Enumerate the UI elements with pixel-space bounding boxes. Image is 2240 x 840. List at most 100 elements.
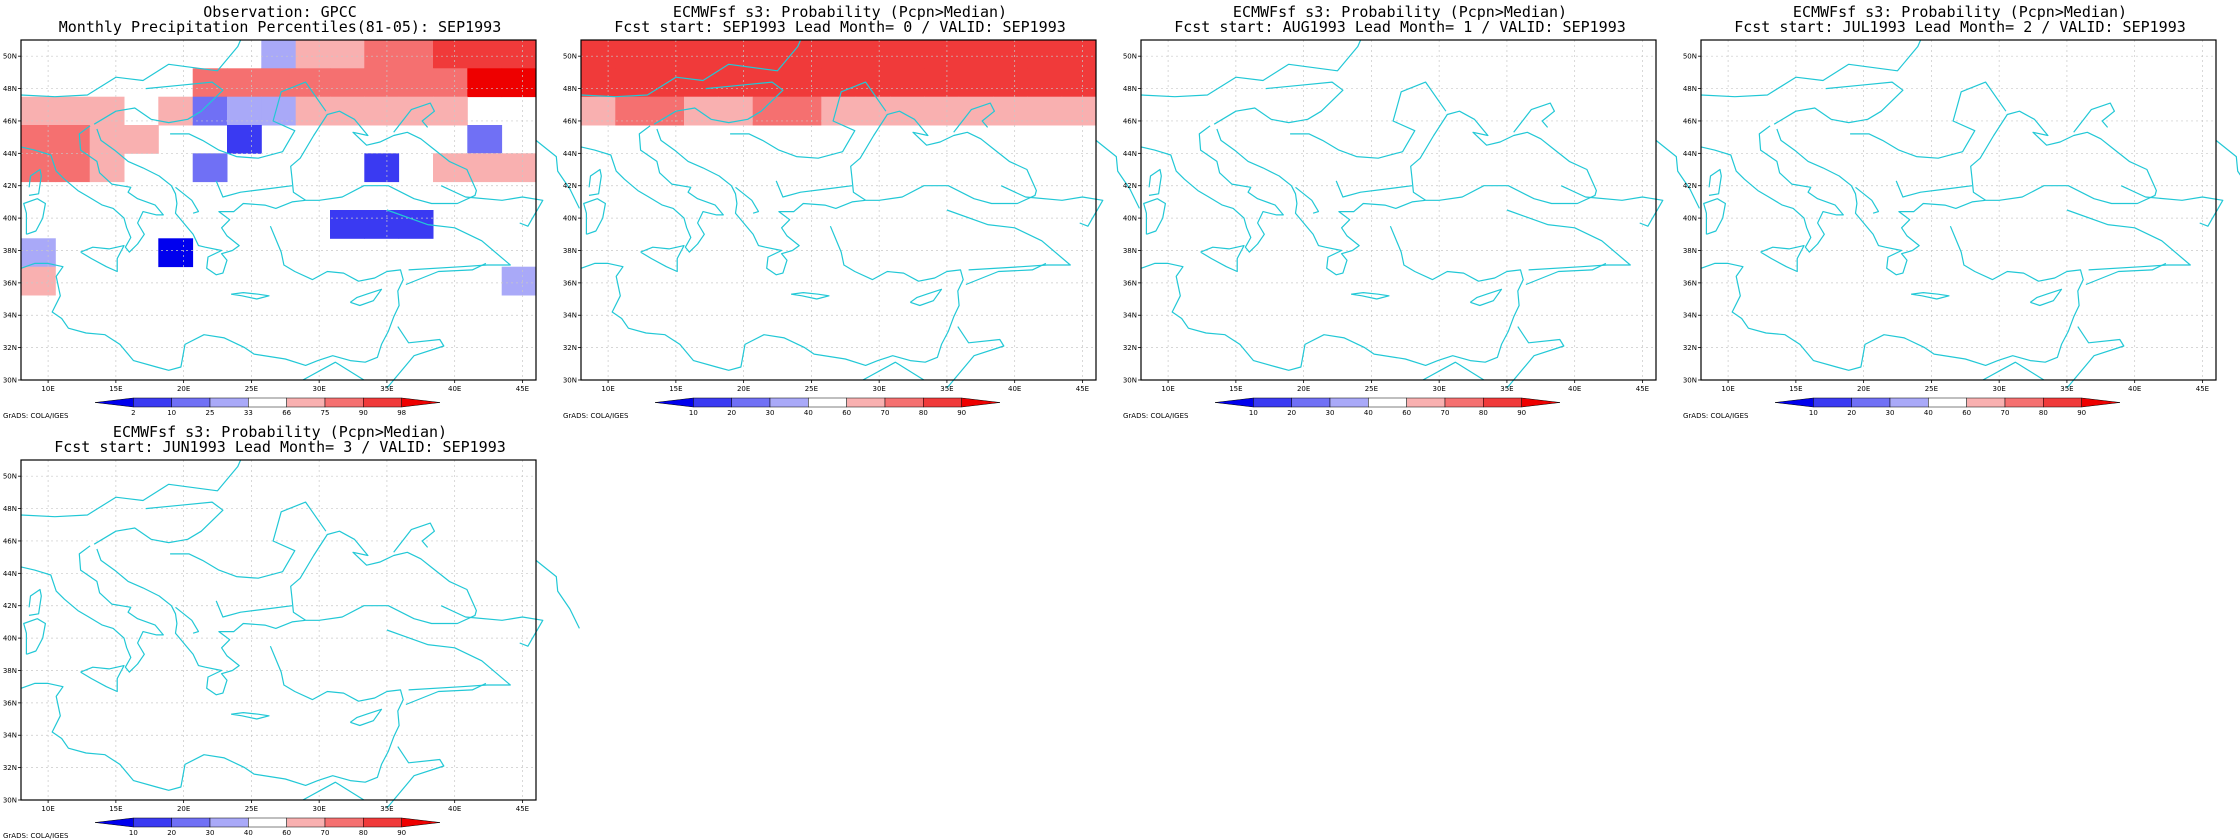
coastline [1140, 225, 1524, 371]
colorbar-label: 40 [1924, 409, 1933, 417]
coastline [1513, 102, 1555, 133]
y-tick-label: 36N [3, 699, 17, 707]
heatmap-cell [581, 68, 616, 98]
y-tick-label: 34N [1123, 312, 1137, 320]
colorbar-label: 25 [206, 409, 215, 417]
colorbar-label: 30 [1886, 409, 1895, 417]
x-tick-label: 10E [41, 385, 54, 393]
coastline [735, 186, 760, 214]
panel-subtitle: Fcst start: AUG1993 Lead Month= 1 / VALI… [1174, 18, 1626, 36]
colorbar-label: 60 [1962, 409, 1971, 417]
y-tick-label: 34N [3, 732, 17, 740]
x-tick-label: 10E [601, 385, 614, 393]
colorbar-label: 30 [206, 829, 215, 837]
colorbar-segment [1483, 397, 1522, 408]
colorbar-label: 40 [804, 409, 813, 417]
y-tick-label: 32N [1123, 344, 1137, 352]
y-tick-label: 32N [3, 344, 17, 352]
x-tick-label: 35E [1500, 385, 1513, 393]
coastline [1773, 81, 1904, 125]
heatmap-cell [21, 153, 56, 183]
coastline [290, 530, 477, 625]
y-tick-label: 36N [3, 279, 17, 287]
colorbar-segment [133, 817, 172, 828]
x-tick-label: 40E [2128, 385, 2141, 393]
y-tick-label: 32N [1683, 344, 1697, 352]
y-tick-label: 42N [563, 182, 577, 190]
colorbar-segment [133, 397, 172, 408]
heatmap-cell [855, 40, 891, 69]
coastline [588, 168, 602, 196]
coastline [1140, 39, 1362, 98]
heatmap-cell [787, 40, 822, 69]
heatmap-cell [330, 40, 365, 69]
coastline [20, 545, 164, 673]
map-panel-lead1: ECMWFsf s3: Probability (Pcpn>Median) Fc… [1120, 0, 1700, 420]
coastline [1911, 292, 1950, 300]
coastline [93, 81, 224, 125]
y-tick-label: 38N [1683, 247, 1697, 255]
x-tick-label: 25E [245, 805, 258, 813]
coastline [850, 110, 1037, 205]
colorbar-label: 10 [1249, 409, 1258, 417]
heatmap-cell [501, 153, 537, 183]
x-tick-label: 25E [245, 385, 258, 393]
coastline [1143, 198, 1167, 235]
x-tick-label: 15E [109, 385, 122, 393]
panel-title: ECMWFsf s3: Probability (Pcpn>Median) [1232, 3, 1568, 21]
y-tick-label: 44N [563, 150, 577, 158]
x-tick-label: 35E [940, 385, 953, 393]
colorbar-segment [286, 817, 326, 828]
coastline [405, 682, 487, 706]
colorbar-label: 60 [842, 409, 851, 417]
y-tick-label: 38N [3, 247, 17, 255]
heatmap-cell [227, 68, 262, 98]
heatmap-cell [787, 68, 822, 98]
coastline [1703, 198, 1727, 235]
heatmap-cell [1061, 68, 1097, 98]
y-tick-label: 48N [3, 505, 17, 513]
heatmap-cell [330, 210, 365, 239]
colorbar: 2 10 25 33 66 75 90 98 [94, 397, 441, 417]
colorbar-label: 70 [321, 829, 330, 837]
coastline [231, 292, 270, 300]
colorbar-label: 90 [957, 409, 966, 417]
colorbar-segment [1368, 397, 1407, 408]
y-tick-label: 40N [1123, 215, 1137, 223]
coastline [405, 262, 487, 286]
colorbar: 10 20 30 40 60 70 80 90 [1774, 397, 2121, 417]
y-tick-label: 48N [1123, 85, 1137, 93]
heatmap-cell [501, 68, 537, 98]
y-tick-label: 40N [563, 215, 577, 223]
colorbar-segment [884, 397, 924, 408]
y-tick-label: 34N [1683, 312, 1697, 320]
coastline [20, 645, 404, 791]
heatmap-cell [1027, 40, 1063, 69]
colorbar-label: 80 [2039, 409, 2048, 417]
panel-subtitle: Fcst start: SEP1993 Lead Month= 0 / VALI… [614, 18, 1066, 36]
coastline [28, 588, 42, 616]
y-tick-label: 32N [3, 764, 17, 772]
colorbar-segment [1329, 397, 1369, 408]
y-tick-label: 48N [1683, 85, 1697, 93]
coastline [349, 708, 383, 727]
grads-credit: GrADS: COLA/IGES [1123, 412, 1189, 420]
coastline [290, 110, 477, 205]
heatmap-cell [718, 40, 754, 69]
colorbar-label: 20 [167, 829, 176, 837]
y-tick-label: 36N [1683, 279, 1697, 287]
y-tick-label: 50N [3, 473, 17, 481]
colorbar-label: 66 [282, 409, 291, 417]
coastline [946, 326, 1005, 389]
coastline [775, 180, 853, 198]
coastline [1970, 110, 2157, 205]
panel-subtitle: Fcst start: JUL1993 Lead Month= 2 / VALI… [1734, 18, 2186, 36]
y-tick-label: 34N [3, 312, 17, 320]
coastline [80, 665, 125, 693]
x-tick-label: 20E [737, 385, 750, 393]
x-tick-label: 30E [1992, 385, 2005, 393]
coastline [1776, 128, 1986, 276]
colorbar-label: 30 [766, 409, 775, 417]
heatmap-cell [227, 125, 262, 154]
heatmap-cells [21, 40, 537, 296]
